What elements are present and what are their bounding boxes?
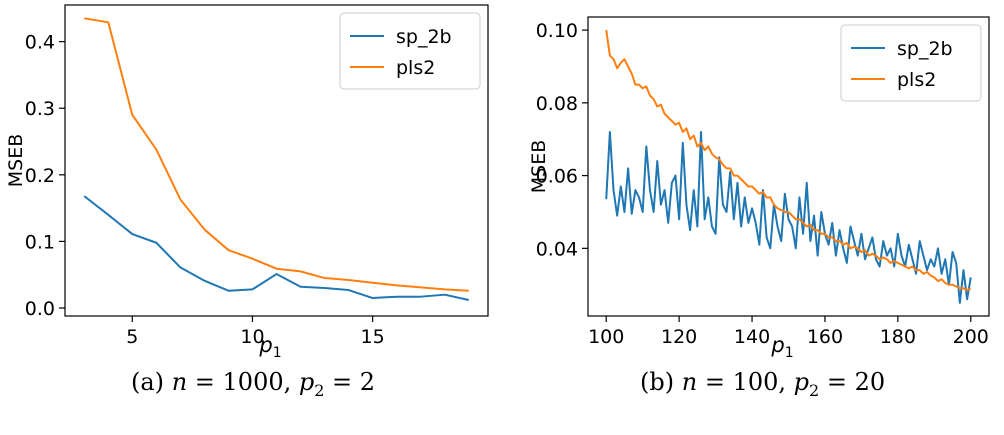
caption-b-eq1: = 100, <box>697 368 794 396</box>
legend-label-sp_2b: sp_2b <box>396 26 452 48</box>
plot-frame <box>64 4 489 317</box>
caption-b: (b) n = 100, p2 = 20 <box>640 368 885 400</box>
x-axis-label-sub: 1 <box>785 345 794 361</box>
y-tick-label: 0.04 <box>536 238 578 260</box>
y-tick-label: 0.0 <box>25 298 55 320</box>
caption-a-p: p <box>298 368 315 396</box>
x-axis-label: p1 <box>770 333 793 361</box>
y-tick-label: 0.08 <box>536 93 578 115</box>
y-axis-label: MSEB <box>528 140 550 194</box>
x-axis-label-main: p <box>770 333 784 357</box>
legend-label-pls2: pls2 <box>396 57 435 79</box>
plot-frame <box>587 16 990 317</box>
caption-b-n: n <box>681 368 698 396</box>
x-tick-label: 140 <box>734 326 770 348</box>
caption-b-p: p <box>793 368 810 396</box>
x-tick-label: 100 <box>588 326 624 348</box>
caption-a-eq1: = 1000, <box>187 368 299 396</box>
chart-a: 5 10 15 0.0 0.1 0.2 0.3 0.4 p1 MSEB sp_2b pls2 <box>5 4 489 361</box>
series-line-sp_2b <box>605 130 972 304</box>
x-tick-label: 15 <box>361 326 385 348</box>
caption-a-label: (a) <box>131 368 165 396</box>
y-tick-label: 0.1 <box>25 231 55 253</box>
legend-label-sp_2b: sp_2b <box>897 38 953 60</box>
legend-label-pls2: pls2 <box>897 69 936 91</box>
x-tick-label: 5 <box>126 326 138 348</box>
caption-b-eq2: = 20 <box>819 368 886 396</box>
x-tick-label: 120 <box>661 326 697 348</box>
caption-b-p-sub: 2 <box>809 380 820 400</box>
y-tick-label: 0.10 <box>536 20 578 42</box>
caption-a: (a) n = 1000, p2 = 2 <box>131 368 375 400</box>
y-axis-label: MSEB <box>5 134 27 188</box>
x-axis-label: p1 <box>258 333 281 361</box>
caption-b-label: (b) <box>640 368 675 396</box>
series-line-pls2 <box>605 29 972 292</box>
series-line-pls2 <box>84 17 469 292</box>
y-tick-label: 0.2 <box>25 165 55 187</box>
chart-b: 100 120 140 160 180 200 0.04 0.06 0.08 0.10 p1 MSEB… <box>528 16 990 361</box>
x-axis-label-sub: 1 <box>273 345 282 361</box>
caption-a-eq2: = 2 <box>324 368 376 396</box>
legend-box <box>339 12 481 90</box>
x-axis-label-main: p <box>258 333 272 357</box>
series-line-sp_2b <box>83 195 469 301</box>
x-tick-label: 160 <box>807 326 843 348</box>
caption-a-n: n <box>171 368 188 396</box>
x-tick-label: 200 <box>953 326 989 348</box>
y-tick-label: 0.06 <box>536 166 578 188</box>
x-tick-label: 180 <box>880 326 916 348</box>
y-tick-label: 0.4 <box>25 32 55 54</box>
legend-box <box>840 24 982 102</box>
y-tick-label: 0.3 <box>25 98 55 120</box>
caption-a-p-sub: 2 <box>314 380 325 400</box>
x-tick-label: 10 <box>240 326 264 348</box>
